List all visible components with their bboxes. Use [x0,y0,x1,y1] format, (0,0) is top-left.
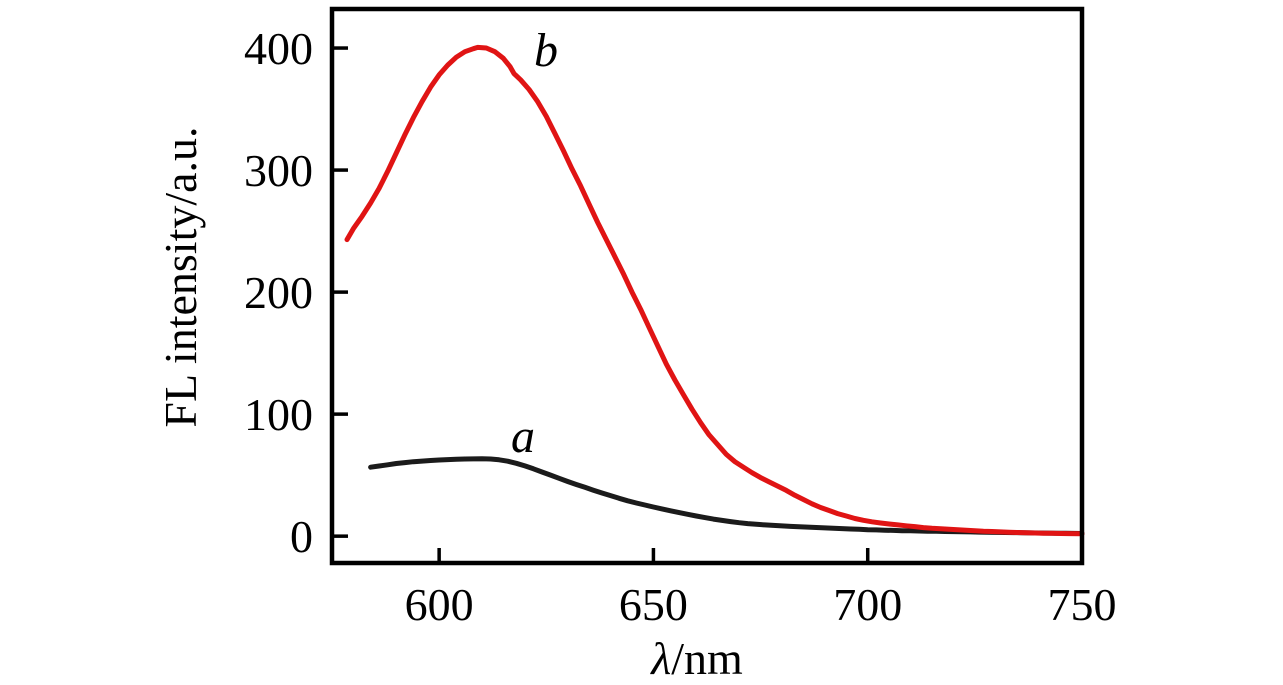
y-tick-label: 100 [244,389,313,440]
x-tick-label: 650 [619,579,688,630]
curve-label-b: b [534,24,558,77]
y-tick-label: 0 [290,511,313,562]
curve-b [344,44,1085,537]
curves-group [344,44,1085,537]
x-axis-title-unit: /nm [671,633,743,684]
tick-labels-group: 600 650 700 750 0 100 200 300 400 [244,23,1117,630]
y-tick-label: 400 [244,23,313,74]
x-axis-title: λ/nm [649,633,743,684]
y-tick-label: 200 [244,267,313,318]
curve-label-a: a [511,410,535,463]
plot-area-border [329,6,1085,566]
x-tick-label: 600 [405,579,474,630]
x-tick-label: 750 [1048,579,1117,630]
y-tick-label: 300 [244,145,313,196]
y-axis-title: FL intensity/a.u. [155,126,206,427]
plot-frame-group [329,6,1085,566]
x-axis-title-lambda: λ [649,633,671,684]
curve-a [368,456,1085,536]
x-tick-label: 700 [833,579,902,630]
